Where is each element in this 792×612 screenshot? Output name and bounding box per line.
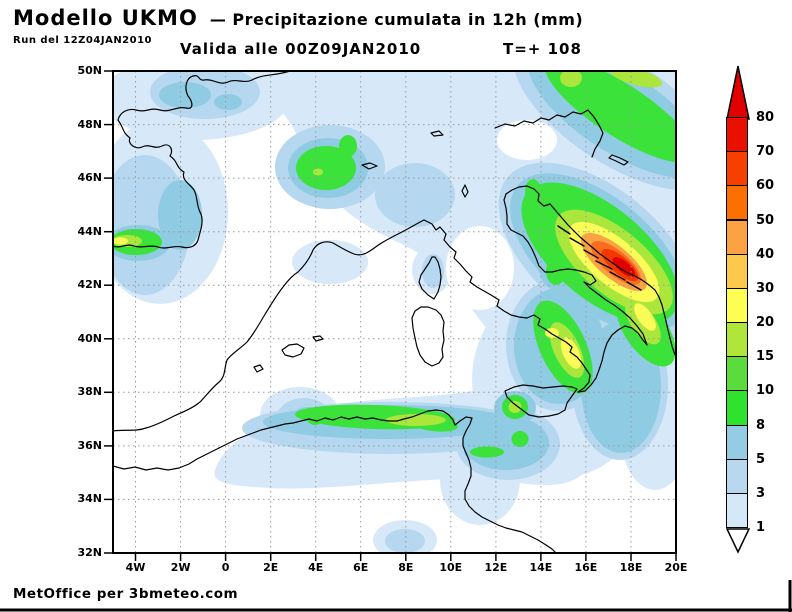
lon-label: 8E [398,561,414,574]
colorbar-bottom-arrow [726,528,750,554]
map-frame [104,70,677,561]
lon-label: 2W [170,561,191,574]
colorbar-level-label: 5 [756,451,766,467]
run-line: Run del 12Z04JAN2010 [13,35,153,46]
precipitation-colorbar: 80 70 60 50 40 30 20 15 10 8 5 3 1 [726,64,792,564]
lat-label: 40N [77,331,102,345]
colorbar-level-label: 80 [756,110,775,125]
colorbar-segment [726,356,748,392]
colorbar-level-label: 60 [756,178,775,194]
lon-label: 4W [125,561,146,574]
title-row: Modello UKMO — Precipitazione cumulata in… [13,6,583,30]
lon-label: 2E [263,561,279,574]
colorbar-segment [726,492,748,529]
lon-label: 12E [484,561,508,574]
colorbar-level-label: 50 [756,212,775,228]
dalmatian-islands [557,225,642,291]
precipitation-shading-layer [113,71,676,553]
colorbar-segment [726,185,748,221]
coastlines-layer [113,71,676,553]
colorbar-level-label: 40 [756,246,775,262]
colorbar-segment [726,424,748,460]
colorbar-level-label: 70 [756,144,775,160]
lat-label: 42N [77,278,102,292]
colorbar-level-label: 8 [756,417,766,433]
model-title: Modello UKMO [13,6,198,30]
lat-label: 32N [77,546,102,559]
colorbar-segment [726,151,748,187]
colorbar-segment [726,117,748,153]
colorbar-level-label: 30 [756,280,775,296]
lon-label: 20E [664,561,688,574]
colorbar-segment [726,219,748,255]
lon-label: 4E [308,561,324,574]
lon-label: 10E [439,561,463,574]
lon-label: 6E [353,561,369,574]
lon-label: 0 [221,561,230,574]
colorbar-level-label: 15 [756,349,775,365]
chart-title: — Precipitazione cumulata in 12h (mm) [209,10,584,29]
axis-ticks [104,70,677,561]
footer-credit: MetOffice per 3bmeteo.com [13,586,239,602]
colorbar-segment [726,390,748,426]
lat-label: 44N [77,224,102,238]
lon-label: 18E [619,561,643,574]
lat-label: 50N [77,64,102,77]
page-border [0,580,792,612]
colorbar-top-arrow [726,65,750,120]
valid-time-label: Valida alle 00Z09JAN2010 [180,40,422,58]
colorbar-level-label: 1 [756,520,766,536]
forecast-hour-label: T=+ 108 [503,40,582,58]
lon-label: 14E [529,561,553,574]
lat-label: 48N [77,117,102,131]
colorbar-level-label: 3 [756,485,766,501]
lat-label: 36N [77,438,102,452]
colorbar-level-label: 10 [756,383,775,399]
colorbar-segment [726,287,748,323]
graticule-grid [113,71,676,553]
lat-label: 46N [77,171,102,185]
colorbar-segment [726,322,748,358]
lat-label: 38N [77,385,102,399]
colorbar-level-label: 20 [756,315,775,331]
colorbar-segment [726,458,748,494]
lat-label: 34N [77,492,102,506]
colorbar-segment [726,253,748,289]
lon-label: 16E [574,561,598,574]
